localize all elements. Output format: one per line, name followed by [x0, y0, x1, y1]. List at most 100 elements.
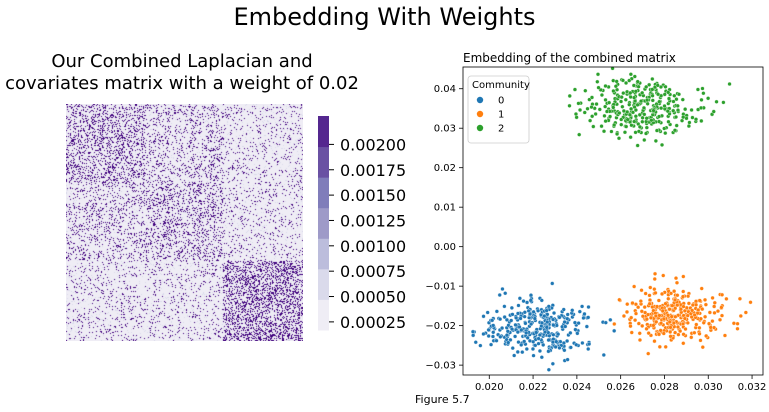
scatter-point	[494, 309, 499, 314]
scatter-point	[637, 112, 642, 117]
scatter-point	[502, 314, 507, 320]
scatter-point	[651, 108, 656, 113]
scatter-point	[551, 323, 556, 328]
scatter-point	[478, 343, 483, 348]
scatter-point	[630, 300, 635, 306]
scatter-point	[528, 298, 533, 303]
y-tick-label: 0.03	[434, 124, 456, 135]
scatter-point	[719, 305, 724, 310]
scatter-point	[546, 304, 551, 309]
scatter-point	[494, 338, 499, 343]
scatter-point	[611, 105, 616, 110]
scatter-point	[667, 319, 672, 324]
scatter-point	[671, 321, 676, 326]
scatter-point	[498, 317, 503, 322]
colorbar-segment	[318, 268, 329, 300]
scatter-point	[587, 341, 592, 347]
scatter-point	[603, 97, 608, 102]
scatter-point	[576, 101, 581, 106]
scatter-point	[513, 322, 518, 327]
scatter-point	[711, 109, 716, 114]
colorbar-segment	[318, 116, 329, 148]
scatter-point	[738, 313, 743, 319]
colorbar-tick-label: 0.00150	[340, 186, 406, 205]
scatter-point	[680, 294, 686, 299]
scatter-point	[681, 332, 686, 337]
scatter-point	[700, 86, 705, 91]
scatter-point	[645, 101, 650, 106]
legend-box	[467, 75, 530, 144]
scatter-point	[636, 305, 641, 310]
scatter-point	[695, 87, 701, 92]
scatter-point	[668, 291, 674, 296]
scatter-point	[647, 293, 652, 298]
scatter-point	[676, 92, 682, 97]
scatter-point	[628, 135, 633, 140]
scatter-point	[681, 274, 686, 279]
scatter-point	[537, 332, 542, 338]
scatter-point	[680, 321, 686, 327]
scatter-point	[666, 90, 671, 95]
scatter-point	[632, 95, 637, 100]
scatter-point	[687, 120, 692, 125]
scatter-point	[490, 334, 496, 339]
scatter-point	[659, 106, 664, 111]
scatter-point	[641, 105, 647, 110]
scatter-point	[657, 344, 662, 349]
scatter-point	[657, 114, 662, 119]
scatter-point	[586, 346, 591, 352]
scatter-point	[603, 320, 608, 325]
scatter-point	[625, 302, 630, 307]
scatter-point	[629, 106, 634, 111]
scatter-point	[616, 136, 622, 141]
scatter-point	[612, 122, 617, 128]
scatter-point	[498, 334, 503, 339]
scatter-point	[586, 304, 591, 310]
scatter-point	[674, 97, 679, 102]
scatter-point	[639, 309, 644, 314]
scatter-point	[603, 83, 608, 89]
scatter-point	[644, 116, 649, 121]
scatter-point	[652, 271, 658, 276]
scatter-point	[577, 132, 582, 137]
scatter-point	[597, 107, 602, 112]
scatter-point	[633, 89, 638, 94]
scatter-point	[567, 93, 572, 99]
scatter-point	[563, 324, 568, 329]
scatter-point	[662, 126, 667, 131]
scatter-point	[608, 317, 613, 322]
scatter-point	[698, 316, 703, 321]
scatter-point	[645, 98, 650, 103]
scatter-point	[645, 312, 651, 317]
scatter-point	[591, 124, 596, 129]
scatter-point	[568, 345, 573, 350]
scatter-point	[582, 110, 587, 115]
scatter-point	[572, 87, 578, 92]
scatter-point	[504, 317, 509, 322]
scatter-point	[690, 115, 695, 120]
scatter-point	[675, 103, 680, 108]
scatter-point	[748, 300, 753, 305]
scatter-point	[668, 329, 673, 335]
heatmap-title-line1: Our Combined Laplacian and	[51, 51, 313, 72]
scatter-point	[699, 97, 704, 102]
scatter-point	[620, 104, 625, 109]
scatter-point	[657, 99, 662, 104]
scatter-point	[685, 294, 691, 299]
scatter-point	[650, 93, 655, 98]
scatter-point	[551, 317, 556, 322]
scatter-point	[650, 304, 655, 310]
scatter-point	[491, 323, 496, 328]
scatter-point	[680, 97, 685, 102]
scatter-point	[647, 82, 652, 87]
scatter-point	[613, 84, 618, 89]
scatter-point	[673, 306, 678, 311]
scatter-point	[607, 114, 613, 119]
scatter-point	[488, 342, 494, 347]
scatter-point	[656, 119, 662, 124]
scatter-point	[743, 310, 748, 315]
scatter-point	[685, 320, 690, 325]
scatter-point	[720, 292, 725, 297]
scatter-point	[673, 330, 678, 335]
